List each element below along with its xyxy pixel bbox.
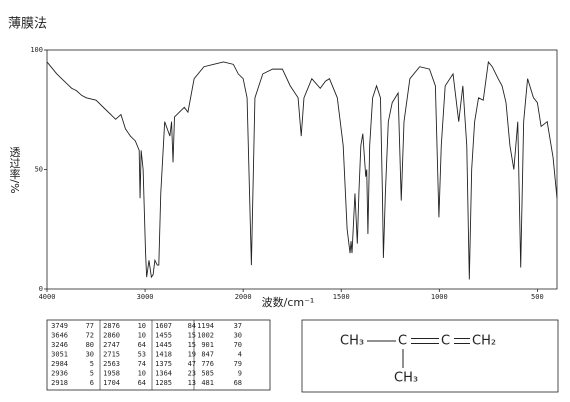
table-cell: 80 — [86, 341, 94, 349]
x-axis-label: 波数/cm⁻¹ — [262, 296, 315, 309]
table-cell: 2984 — [51, 360, 68, 368]
table-cell: 1285 — [155, 379, 172, 387]
table-cell: 2563 — [103, 360, 120, 368]
plot-frame — [46, 49, 558, 290]
table-cell: 1704 — [103, 379, 120, 387]
x-tick-label: 1500 — [333, 293, 350, 301]
table-cell: 9 — [238, 370, 242, 378]
table-cell: 64 — [138, 379, 146, 387]
atom: C — [441, 334, 450, 349]
table-cell: 5 — [90, 370, 94, 378]
table-cell: 2918 — [51, 379, 68, 387]
table-cell: 53 — [138, 351, 146, 359]
table-cell: 68 — [234, 379, 242, 387]
table-cell: 15 — [188, 341, 196, 349]
table-cell: 30 — [234, 332, 242, 340]
table-cell: 30 — [86, 351, 94, 359]
table-cell: 776 — [201, 360, 214, 368]
table-cell: 3246 — [51, 341, 68, 349]
structure-frame — [301, 319, 559, 393]
atom: CH₃ — [340, 334, 364, 349]
table-cell: 47 — [188, 360, 196, 368]
table-cell: 6 — [90, 379, 94, 387]
atom: CH₃ — [394, 371, 418, 386]
x-tick-label: 1000 — [431, 293, 448, 301]
table-cell: 10 — [138, 332, 146, 340]
table-cell: 1364 — [155, 370, 172, 378]
table-cell: 37 — [234, 322, 242, 330]
y-tick-label: 0 — [39, 285, 43, 293]
table-cell: 1375 — [155, 360, 172, 368]
peak-table-frame — [46, 319, 271, 391]
table-cell: 64 — [138, 341, 146, 349]
table-cell: 1194 — [197, 322, 214, 330]
table-cell: 1418 — [155, 351, 172, 359]
table-cell: 19 — [188, 351, 196, 359]
table-cell: 1455 — [155, 332, 172, 340]
table-cell: 2860 — [103, 332, 120, 340]
table-cell: 2936 — [51, 370, 68, 378]
x-tick-label: 500 — [531, 293, 544, 301]
table-cell: 23 — [188, 370, 196, 378]
table-cell: 15 — [188, 332, 196, 340]
table-cell: 10 — [138, 370, 146, 378]
atom: CH₂ — [472, 334, 496, 349]
table-cell: 2876 — [103, 322, 120, 330]
table-cell: 585 — [201, 370, 214, 378]
table-cell: 5 — [90, 360, 94, 368]
x-tick-label: 2000 — [235, 293, 252, 301]
table-cell: 84 — [188, 322, 196, 330]
table-cell: 1002 — [197, 332, 214, 340]
table-cell: 1445 — [155, 341, 172, 349]
table-cell: 77 — [86, 322, 94, 330]
table-cell: 4 — [238, 351, 242, 359]
table-cell: 847 — [201, 351, 214, 359]
table-cell: 3646 — [51, 332, 68, 340]
table-cell: 2715 — [103, 351, 120, 359]
table-cell: 13 — [188, 379, 196, 387]
structure: CH₃ C C CH₂ CH₃ — [340, 334, 496, 386]
table-cell: 3749 — [51, 322, 68, 330]
table-cell: 1607 — [155, 322, 172, 330]
method-title: 薄膜法 — [8, 17, 47, 32]
y-tick-label: 100 — [30, 46, 43, 54]
y-tick-label: 50 — [35, 166, 43, 174]
table-cell: 79 — [234, 360, 242, 368]
spectrum-line — [46, 60, 558, 280]
x-tick-label: 3000 — [137, 293, 154, 301]
y-axis-label: 透过率/% — [8, 146, 21, 193]
atom: C — [398, 334, 407, 349]
table-cell: 1958 — [103, 370, 120, 378]
table-cell: 3051 — [51, 351, 68, 359]
table-cell: 74 — [138, 360, 146, 368]
table-cell: 2747 — [103, 341, 120, 349]
table-cell: 70 — [234, 341, 242, 349]
table-cell: 10 — [138, 322, 146, 330]
table-cell: 481 — [201, 379, 214, 387]
table-cell: 72 — [86, 332, 94, 340]
table-cell: 901 — [201, 341, 214, 349]
x-tick-label: 4000 — [39, 293, 56, 301]
